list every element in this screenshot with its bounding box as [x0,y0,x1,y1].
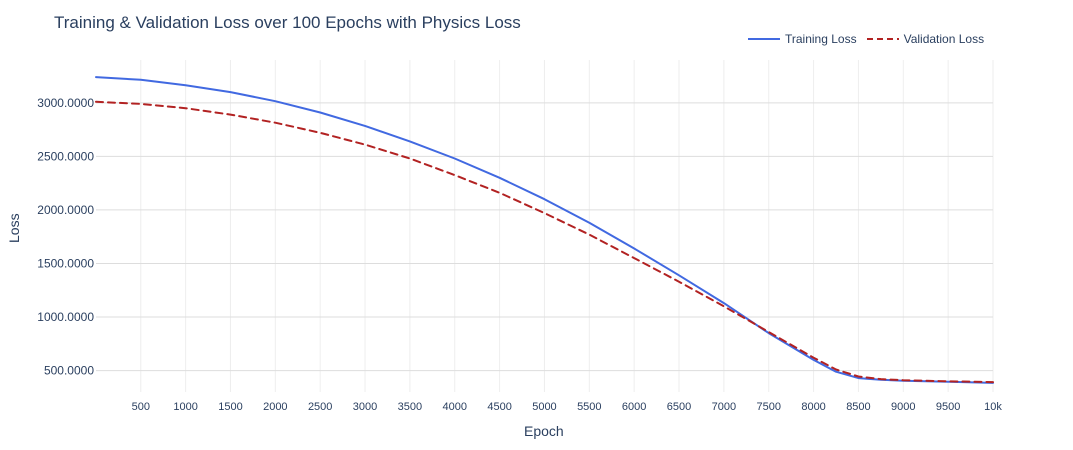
x-tick-label: 9500 [936,401,960,413]
x-tick-label: 8000 [801,401,825,413]
legend-item-training[interactable]: Training Loss [748,32,857,46]
x-tick-label: 9000 [891,401,915,413]
x-tick-label: 4000 [443,401,467,413]
legend-label-training: Training Loss [785,32,857,46]
x-tick-label: 1000 [173,401,197,413]
x-tick-labels: 500 1000 1500 2000 2500 3000 3500 4000 4500 5000 5… [132,401,1003,413]
x-tick-label: 4500 [487,401,511,413]
x-tick-label: 5500 [577,401,601,413]
x-tick-label: 2500 [308,401,332,413]
legend-swatch-validation [866,38,899,40]
x-tick-label: 8500 [846,401,870,413]
validation-loss-line[interactable] [95,100,994,384]
y-tick-label: 1500.0000 [37,256,94,270]
x-tick-label: 7500 [756,401,780,413]
x-tick-label: 3000 [353,401,377,413]
x-gridlines [140,60,994,392]
legend[interactable]: Training Loss Validation Loss [748,29,994,49]
y-tick-label: 2000.0000 [37,203,94,217]
series-layer [95,76,994,384]
y-tick-label: 1000.0000 [37,310,94,324]
y-tick-label: 2500.0000 [37,149,94,163]
x-tick-label: 5000 [532,401,556,413]
x-tick-label: 3500 [398,401,422,413]
y-axis-title: Loss [6,213,22,243]
x-tick-label: 6000 [622,401,646,413]
x-axis-title: Epoch [524,423,564,439]
y-tick-label: 3000.0000 [37,96,94,110]
x-tick-label: 6500 [667,401,691,413]
x-tick-label: 500 [132,401,150,413]
legend-swatch-training [748,38,780,40]
y-tick-labels: 500.0000 1000.0000 1500.0000 2000.0000 2500.… [37,96,94,378]
x-tick-label: 1500 [218,401,242,413]
x-tick-label: 2000 [263,401,287,413]
y-gridlines [96,102,993,372]
y-tick-label: 500.0000 [44,364,94,378]
legend-item-validation[interactable]: Validation Loss [866,32,985,46]
training-loss-line[interactable] [95,76,994,384]
legend-label-validation: Validation Loss [903,32,985,46]
x-tick-label: 7000 [712,401,736,413]
x-tick-label: 10k [984,401,1002,413]
chart-title: Training & Validation Loss over 100 Epoc… [54,13,521,32]
